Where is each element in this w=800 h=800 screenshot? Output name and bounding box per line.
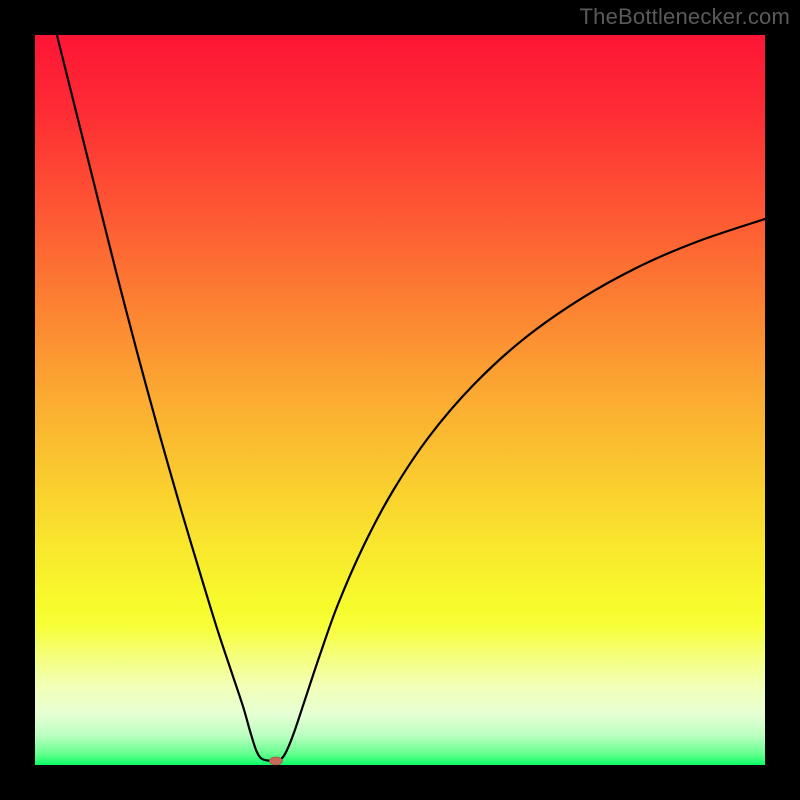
watermark-text: TheBottlenecker.com: [580, 4, 790, 30]
optimal-point-marker: [269, 757, 282, 765]
chart-stage: TheBottlenecker.com: [0, 0, 800, 800]
plot-area: [35, 35, 765, 765]
bottleneck-chart: [0, 0, 800, 800]
